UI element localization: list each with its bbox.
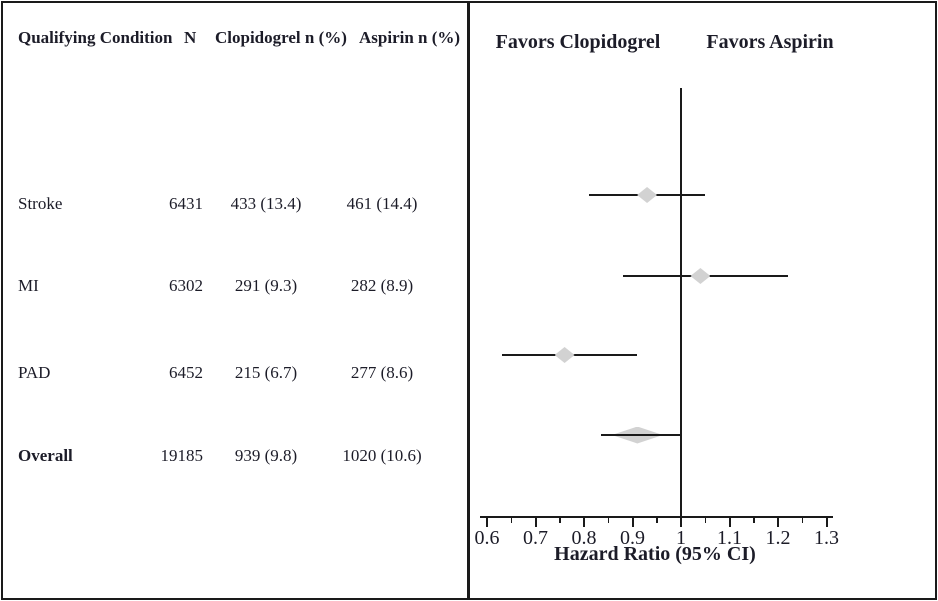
hr-diamond-stroke xyxy=(637,187,658,203)
tick-label-0.9: 0.9 xyxy=(620,527,645,549)
major-tick-1.2 xyxy=(777,516,779,527)
clopidogrel-value: 291 (9.3) xyxy=(234,276,298,295)
major-tick-0.7 xyxy=(534,516,537,527)
major-tick-1.1 xyxy=(728,516,731,527)
favors-clopidogrel-label: Favors Clopidogrel xyxy=(495,31,661,53)
col-header-qualifying-condition: Qualifying Condition xyxy=(18,28,173,47)
favors-aspirin-label: Favors Aspirin xyxy=(706,31,834,53)
tick-label-0.6: 0.6 xyxy=(474,527,500,549)
x-axis-title: Hazard Ratio (95% CI) xyxy=(554,543,756,565)
table-row-overall: Overall 19185 939 (9.8) 1020 (10.6) xyxy=(0,445,465,467)
major-tick-1.3 xyxy=(825,516,828,527)
hr-diamond-pad xyxy=(554,347,575,363)
ci-line-overall xyxy=(600,434,680,436)
clopidogrel-value: 939 (9.8) xyxy=(234,446,298,465)
minor-tick-1.05 xyxy=(704,516,706,523)
aspirin-value: 1020 (10.6) xyxy=(342,446,422,465)
minor-tick-0.85 xyxy=(607,516,609,523)
aspirin-value: 461 (14.4) xyxy=(346,194,418,213)
reference-line-hr-1 xyxy=(680,88,682,518)
minor-tick-0.75 xyxy=(559,516,561,523)
major-tick-0.9 xyxy=(631,516,634,527)
n-value: 6431 xyxy=(169,194,203,213)
n-value: 6452 xyxy=(169,363,203,382)
table-row-pad: PAD 6452 215 (6.7) 277 (8.6) xyxy=(0,362,465,384)
table-row-stroke: Stroke 6431 433 (13.4) 461 (14.4) xyxy=(0,193,465,215)
hr-diamond-mi xyxy=(690,268,711,284)
major-tick-1 xyxy=(680,516,682,527)
n-value: 6302 xyxy=(169,276,203,295)
major-tick-0.8 xyxy=(583,516,585,527)
major-tick-0.6 xyxy=(486,516,488,527)
clopidogrel-value: 215 (6.7) xyxy=(234,363,298,382)
tick-label-1.2: 1.2 xyxy=(765,527,791,549)
table-header-row: Qualifying Condition N Clopidogrel n (%)… xyxy=(0,27,465,49)
table-row-mi: MI 6302 291 (9.3) 282 (8.9) xyxy=(0,275,465,297)
tick-label-1.1: 1.1 xyxy=(717,527,742,549)
minor-tick-0.95 xyxy=(656,516,658,523)
minor-tick-1.15 xyxy=(753,516,755,523)
tick-label-0.8: 0.8 xyxy=(571,527,597,549)
aspirin-value: 282 (8.9) xyxy=(350,276,414,295)
panel-divider xyxy=(467,3,470,598)
col-header-clopidogrel: Clopidogrel n (%) xyxy=(215,28,347,47)
col-header-aspirin: Aspirin n (%) xyxy=(359,28,461,47)
tick-label-0.7: 0.7 xyxy=(523,527,548,549)
tick-label-1: 1 xyxy=(676,527,686,549)
condition-label: Overall xyxy=(18,446,73,465)
minor-tick-0.65 xyxy=(510,516,512,523)
clopidogrel-value: 433 (13.4) xyxy=(230,194,302,213)
condition-label: Stroke xyxy=(18,194,63,213)
minor-tick-1.25 xyxy=(801,516,803,523)
aspirin-value: 277 (8.6) xyxy=(350,363,414,382)
tick-label-1.3: 1.3 xyxy=(814,527,839,549)
n-value: 19185 xyxy=(160,446,204,465)
col-header-n: N xyxy=(184,28,197,47)
condition-label: MI xyxy=(18,276,39,295)
condition-label: PAD xyxy=(18,363,51,382)
